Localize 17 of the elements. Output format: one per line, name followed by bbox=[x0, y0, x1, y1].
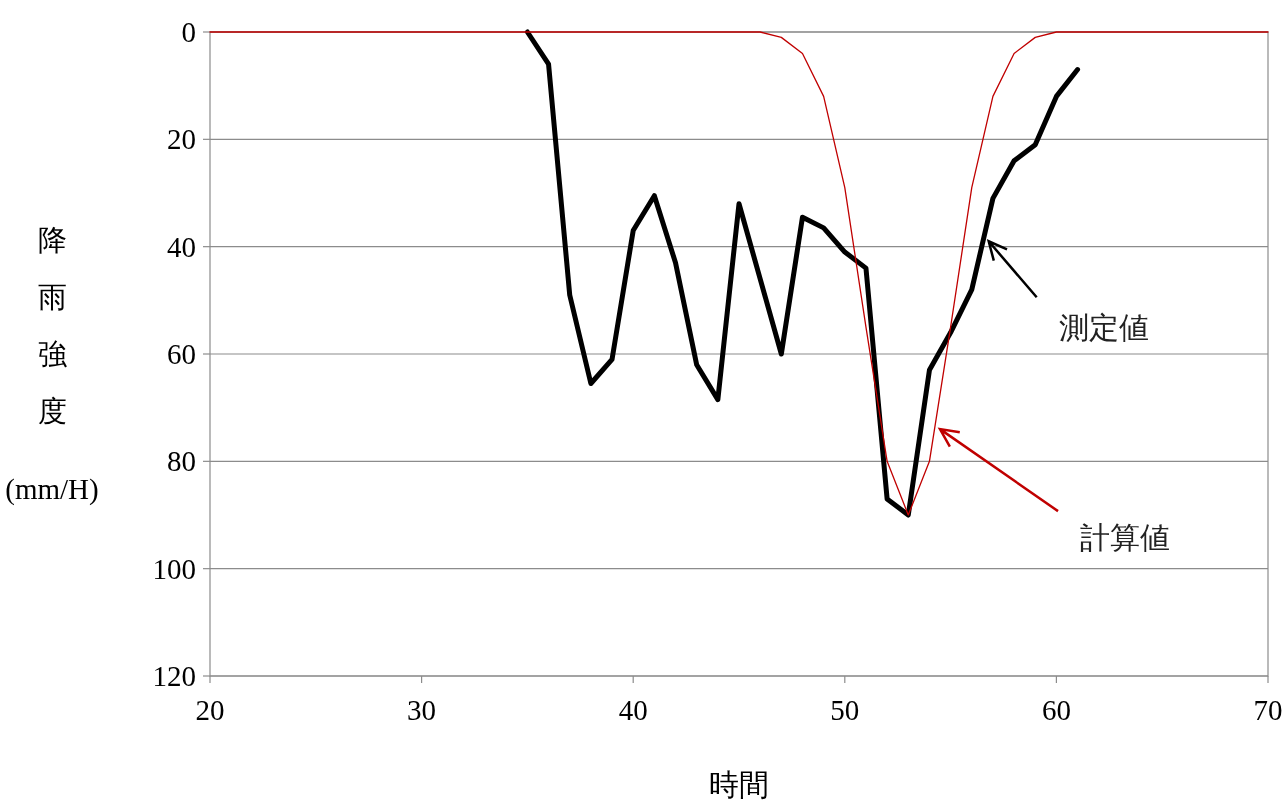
annotation: 測定値 bbox=[1058, 310, 1149, 346]
ytick: 100 bbox=[152, 552, 196, 585]
xlabel: 時間 bbox=[709, 767, 769, 802]
ytick: 60 bbox=[167, 338, 196, 370]
ylabel: 降雨強度(mm/H) bbox=[5, 223, 99, 505]
annotation: 計算値 bbox=[1080, 520, 1170, 556]
xtick: 20 bbox=[195, 694, 225, 726]
xtick: 30 bbox=[407, 694, 437, 726]
ytick: 40 bbox=[167, 230, 196, 263]
ytick: 20 bbox=[167, 123, 196, 156]
xtick: 50 bbox=[830, 694, 860, 726]
xtick: 60 bbox=[1041, 694, 1071, 726]
ytick: 120 bbox=[152, 660, 196, 692]
xtick: 70 bbox=[1253, 694, 1283, 726]
ytick: 0 bbox=[181, 16, 196, 48]
ytick: 80 bbox=[167, 445, 196, 478]
xtick: 40 bbox=[618, 694, 648, 726]
